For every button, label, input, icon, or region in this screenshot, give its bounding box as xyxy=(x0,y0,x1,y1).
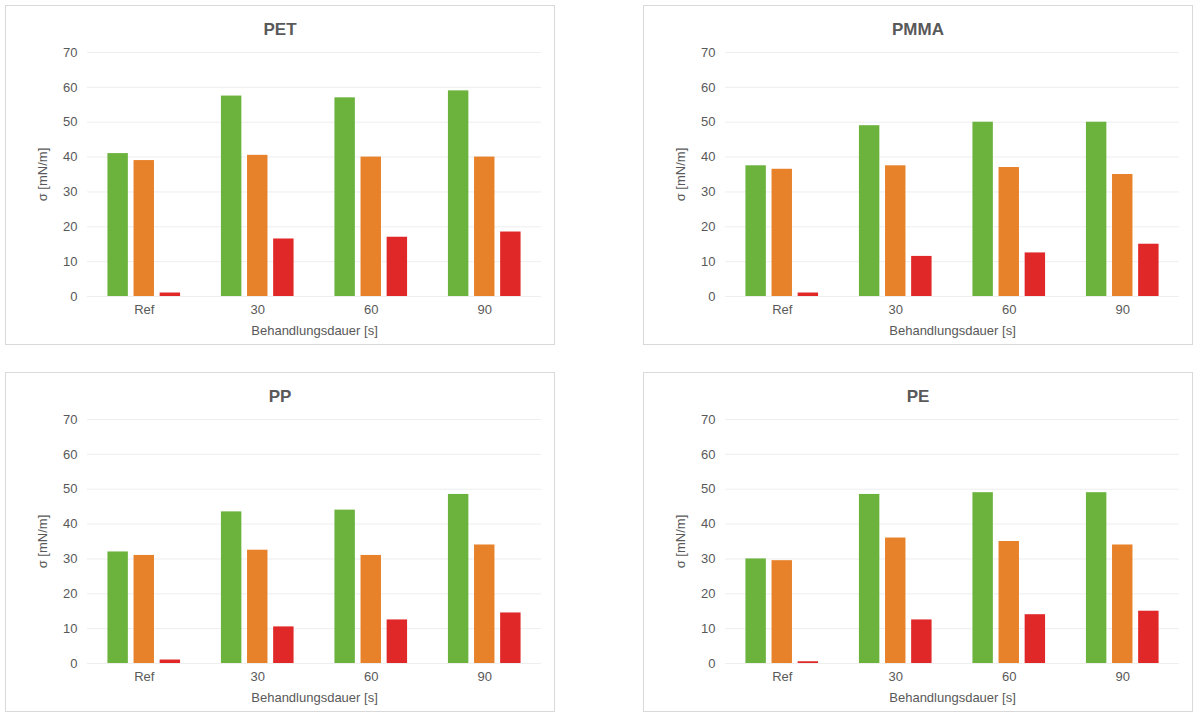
svg-text:30: 30 xyxy=(889,669,903,684)
svg-text:40: 40 xyxy=(701,149,715,164)
svg-text:50: 50 xyxy=(63,481,77,496)
svg-text:60: 60 xyxy=(701,80,715,95)
svg-text:90: 90 xyxy=(1116,302,1130,317)
svg-text:40: 40 xyxy=(701,516,715,531)
svg-text:Ref: Ref xyxy=(134,302,155,317)
svg-text:Ref: Ref xyxy=(134,669,155,684)
svg-text:40: 40 xyxy=(63,516,77,531)
svg-text:40: 40 xyxy=(63,149,77,164)
svg-text:90: 90 xyxy=(478,302,492,317)
svg-text:30: 30 xyxy=(63,551,77,566)
svg-text:50: 50 xyxy=(701,114,715,129)
svg-text:0: 0 xyxy=(70,289,77,304)
svg-text:σ [mN/m]: σ [mN/m] xyxy=(673,515,688,569)
svg-text:σ [mN/m]: σ [mN/m] xyxy=(673,148,688,202)
svg-text:Ref: Ref xyxy=(772,669,793,684)
svg-text:90: 90 xyxy=(1116,669,1130,684)
svg-text:0: 0 xyxy=(708,289,715,304)
svg-text:20: 20 xyxy=(63,219,77,234)
svg-text:70: 70 xyxy=(701,412,715,427)
svg-text:60: 60 xyxy=(1002,302,1016,317)
svg-text:30: 30 xyxy=(701,184,715,199)
svg-text:Behandlungsdauer [s]: Behandlungsdauer [s] xyxy=(889,323,1015,338)
svg-text:90: 90 xyxy=(478,669,492,684)
svg-text:60: 60 xyxy=(1002,669,1016,684)
svg-text:10: 10 xyxy=(701,254,715,269)
svg-text:Behandlungsdauer [s]: Behandlungsdauer [s] xyxy=(251,690,377,705)
svg-text:60: 60 xyxy=(701,447,715,462)
svg-text:Behandlungsdauer [s]: Behandlungsdauer [s] xyxy=(889,690,1015,705)
svg-text:30: 30 xyxy=(251,669,265,684)
html-text:PE: PE xyxy=(906,387,930,406)
svg-text:0: 0 xyxy=(70,656,77,671)
svg-text:30: 30 xyxy=(701,551,715,566)
svg-text:30: 30 xyxy=(63,184,77,199)
svg-text:60: 60 xyxy=(63,80,77,95)
svg-text:20: 20 xyxy=(701,586,715,601)
svg-text:0: 0 xyxy=(708,656,715,671)
html-text:PET: PET xyxy=(263,20,297,39)
svg-text:70: 70 xyxy=(701,45,715,60)
svg-text:10: 10 xyxy=(63,621,77,636)
html-text:PMMA: PMMA xyxy=(892,20,944,39)
svg-text:30: 30 xyxy=(251,302,265,317)
svg-text:20: 20 xyxy=(701,219,715,234)
svg-text:σ [mN/m]: σ [mN/m] xyxy=(35,515,50,569)
svg-text:50: 50 xyxy=(63,114,77,129)
svg-text:60: 60 xyxy=(364,302,378,317)
svg-text:Behandlungsdauer [s]: Behandlungsdauer [s] xyxy=(251,323,377,338)
svg-text:60: 60 xyxy=(63,447,77,462)
html-text:PP: PP xyxy=(268,387,292,406)
svg-text:70: 70 xyxy=(63,412,77,427)
svg-text:70: 70 xyxy=(63,45,77,60)
svg-text:10: 10 xyxy=(63,254,77,269)
svg-text:Ref: Ref xyxy=(772,302,793,317)
svg-text:30: 30 xyxy=(889,302,903,317)
svg-text:σ [mN/m]: σ [mN/m] xyxy=(35,148,50,202)
svg-text:50: 50 xyxy=(701,481,715,496)
svg-text:20: 20 xyxy=(63,586,77,601)
svg-text:10: 10 xyxy=(701,621,715,636)
svg-text:60: 60 xyxy=(364,669,378,684)
